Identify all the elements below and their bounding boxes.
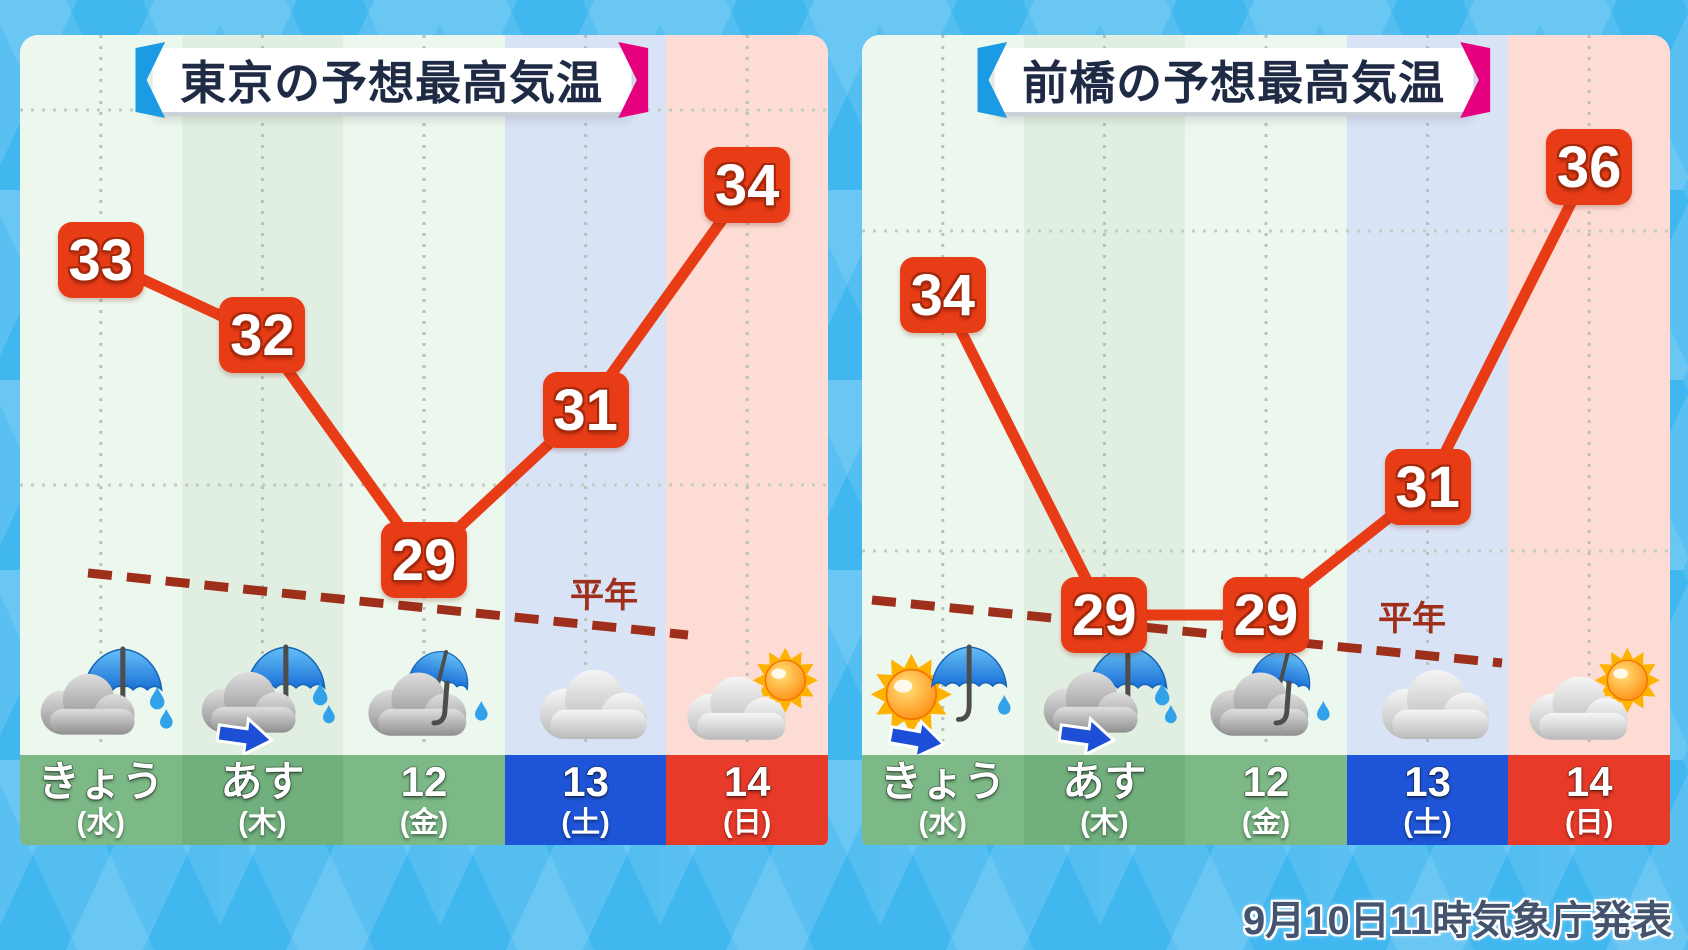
day-row: きょう (水) あす (木) 12 (金) 13 (土) 14 (日): [862, 755, 1670, 845]
weather-icons-row: [862, 633, 1670, 755]
day-cell: きょう (水): [862, 755, 1024, 845]
day-label: 12: [1242, 758, 1290, 805]
panel-title: 前橋の予想最高気温: [1022, 57, 1446, 109]
temp-label: 33: [57, 222, 144, 298]
temp-label: 32: [219, 297, 306, 373]
day-sub-label: (水): [918, 807, 967, 839]
column-band: [20, 35, 182, 755]
temp-label: 31: [542, 372, 629, 448]
cloud-icon: [505, 633, 667, 755]
day-cell: 12 (金): [1185, 755, 1347, 845]
day-label: あす: [220, 758, 305, 805]
temp-label: 34: [704, 147, 791, 223]
column-band: [1346, 35, 1509, 755]
temp-labels-layer: 34 29 29 31 36: [862, 35, 1670, 755]
day-cell: 14 (日): [1508, 755, 1670, 845]
weather-icons-row: [20, 633, 828, 755]
cloud-small-umbrella-icon: [343, 633, 505, 755]
day-sub-label: (金): [399, 807, 449, 839]
day-sub-label: (木): [1080, 807, 1129, 839]
sun-umbrella-arrow-icon: [862, 633, 1024, 755]
day-label: あす: [1062, 758, 1147, 805]
cloud-umbrella-arrow-icon: [1024, 633, 1186, 755]
day-cell: あす (木): [181, 755, 344, 845]
column-bands: [20, 35, 828, 755]
day-cell: 14 (日): [666, 755, 828, 845]
day-label: きょう: [37, 758, 164, 805]
temp-labels-layer: 33 32 29 31 34: [20, 35, 828, 755]
day-label: きょう: [879, 758, 1006, 805]
day-sub-label: (日): [723, 807, 772, 839]
day-sub-label: (金): [1241, 807, 1291, 839]
column-band: [181, 35, 344, 755]
day-cell: 13 (土): [504, 755, 667, 845]
cloud-sun-icon: [1508, 633, 1670, 755]
cloud-umbrella-rain-icon: [20, 633, 182, 755]
temp-label: 29: [381, 522, 467, 598]
day-label: 12: [400, 758, 448, 805]
day-label: 14: [723, 758, 771, 805]
day-label: 14: [1565, 758, 1613, 805]
temp-label: 29: [1061, 577, 1148, 653]
temp-label: 29: [1223, 577, 1309, 653]
day-cell: 13 (土): [1346, 755, 1509, 845]
normal-line-label: 平年: [570, 577, 638, 615]
temp-label: 34: [899, 257, 986, 333]
forecast-panel-maebashi: 平年 34 29 29 31 36 きょう (水) あす (木) 12 (金) 13 (…: [862, 35, 1670, 845]
day-cell: あす (木): [1023, 755, 1186, 845]
cloud-small-umbrella-icon: [1185, 633, 1347, 755]
day-row: きょう (水) あす (木) 12 (金) 13 (土) 14 (日): [20, 755, 828, 845]
day-sub-label: (木): [238, 807, 287, 839]
cloud-umbrella-arrow-icon: [182, 633, 344, 755]
day-cell: 12 (金): [343, 755, 505, 845]
day-label: 13: [1404, 758, 1451, 805]
temp-label: 36: [1546, 129, 1633, 205]
day-sub-label: (日): [1565, 807, 1614, 839]
day-sub-label: (土): [561, 807, 610, 839]
cloud-sun-icon: [666, 633, 828, 755]
panel-title-banner: 前橋の予想最高気温: [977, 42, 1491, 118]
day-sub-label: (水): [76, 807, 125, 839]
cloud-icon: [1347, 633, 1509, 755]
normal-line-label: 平年: [1378, 600, 1446, 638]
forecast-panel-tokyo: 平年 33 32 29 31 34 きょう (水) あす (木) 12 (金) 13 (…: [20, 35, 828, 845]
column-band: [343, 35, 505, 755]
day-label: 13: [562, 758, 609, 805]
day-cell: きょう (水): [20, 755, 182, 845]
temp-label: 31: [1384, 449, 1471, 525]
panel-title: 東京の予想最高気温: [180, 57, 604, 109]
panel-title-banner: 東京の予想最高気温: [135, 42, 649, 118]
day-sub-label: (土): [1403, 807, 1452, 839]
publication-timestamp: 9月10日11時気象庁発表: [1242, 899, 1672, 943]
